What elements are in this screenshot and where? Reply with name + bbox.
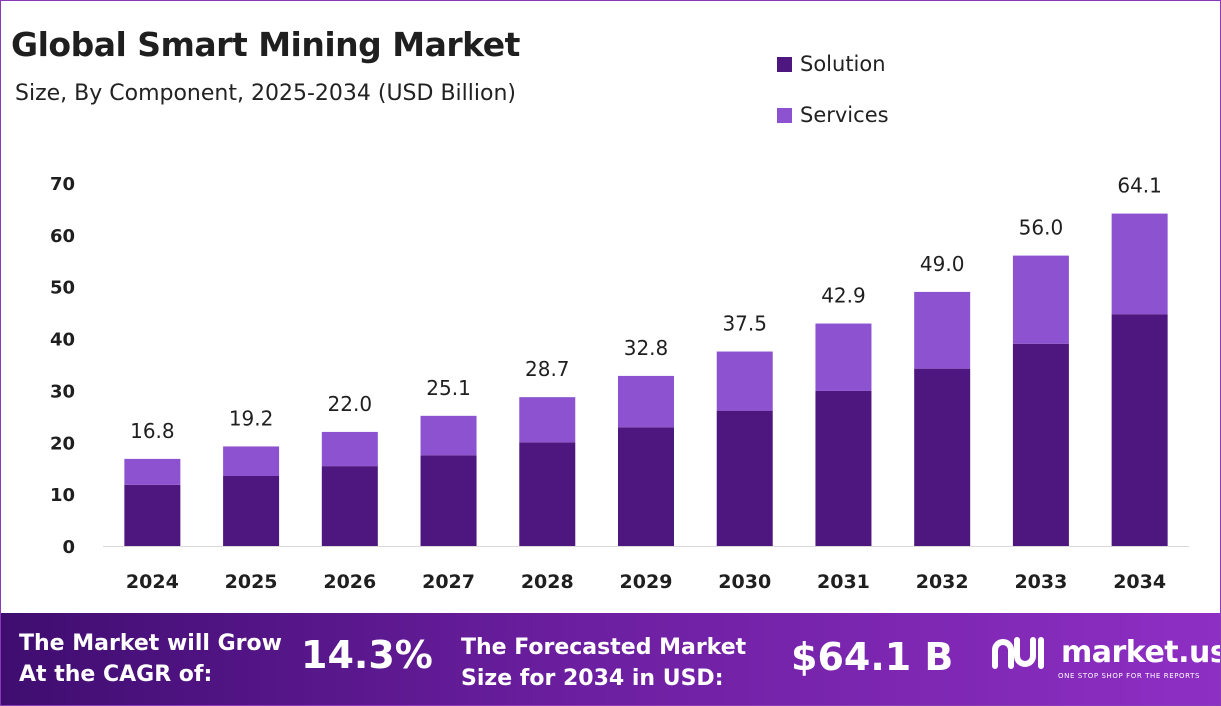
x-tick-label-2032: 2032	[916, 571, 969, 593]
data-label-total-2034: 64.1	[1117, 174, 1162, 198]
bar-services-2028	[519, 397, 576, 443]
bar-services-2029	[618, 375, 674, 428]
data-label-total-2031: 42.9	[821, 284, 866, 308]
data-label-total-2029: 32.8	[624, 336, 669, 360]
y-tick-label: 10	[50, 485, 75, 506]
data-label-total-2025: 19.2	[229, 406, 274, 430]
brand-logo: market.us	[991, 635, 1221, 670]
bar-services-2033	[1012, 255, 1069, 344]
x-tick-label-2033: 2033	[1014, 571, 1067, 593]
cagr-label: The Market will Grow At the CAGR of:	[19, 628, 282, 690]
x-tick-label-2027: 2027	[422, 571, 475, 593]
cagr-value: 14.3%	[301, 633, 433, 677]
cagr-label-line1: The Market will Grow	[19, 631, 282, 656]
y-tick-label: 0	[62, 537, 75, 558]
y-tick-label: 70	[50, 174, 75, 195]
data-label-total-2032: 49.0	[920, 252, 965, 276]
bar-solution-2029	[618, 427, 674, 546]
legend-swatch-solution	[777, 56, 792, 72]
cagr-label-line2: At the CAGR of:	[19, 662, 213, 687]
bar-solution-2028	[519, 442, 576, 546]
bar-solution-2024	[124, 484, 181, 546]
x-tick-label-2030: 2030	[718, 571, 771, 593]
data-label-total-2027: 25.1	[426, 376, 471, 400]
y-tick-label: 20	[50, 433, 75, 454]
y-tick-label: 30	[50, 381, 75, 402]
bar-solution-2027	[420, 455, 477, 546]
bar-services-2027	[420, 415, 477, 456]
bar-services-2031	[815, 323, 872, 391]
bar-chart: 01020304050607016.8202419.2202522.020262…	[50, 174, 1189, 593]
y-tick-label: 60	[50, 226, 75, 247]
legend-item-solution: Solution	[777, 49, 889, 79]
x-tick-label-2028: 2028	[521, 571, 574, 593]
x-tick-label-2034: 2034	[1113, 571, 1166, 593]
bar-services-2025	[223, 446, 280, 476]
forecast-label: The Forecasted Market Size for 2034 in U…	[461, 632, 746, 694]
legend-item-services: Services	[777, 100, 889, 130]
bar-solution-2034	[1111, 314, 1168, 546]
x-tick-label-2031: 2031	[817, 571, 870, 593]
bar-services-2030	[716, 351, 773, 411]
market-us-logo-icon	[992, 636, 1044, 669]
chart-title: Global Smart Mining Market	[11, 25, 520, 64]
bar-solution-2025	[223, 475, 280, 546]
data-label-total-2028: 28.7	[525, 357, 570, 381]
forecast-value: $64.1 B	[791, 635, 954, 679]
brand-name: market.us	[1061, 635, 1221, 670]
brand-tagline: ONE STOP SHOP FOR THE REPORTS	[1058, 672, 1201, 680]
data-label-total-2026: 22.0	[328, 392, 373, 416]
bar-services-2034	[1111, 213, 1168, 315]
x-tick-label-2024: 2024	[126, 571, 179, 593]
bar-solution-2033	[1012, 343, 1069, 546]
data-label-total-2024: 16.8	[130, 419, 175, 443]
y-tick-label: 40	[50, 330, 75, 351]
bar-solution-2031	[815, 390, 872, 546]
bar-solution-2032	[914, 368, 971, 546]
data-label-total-2033: 56.0	[1019, 216, 1064, 240]
forecast-label-line1: The Forecasted Market	[461, 635, 747, 660]
data-label-total-2030: 37.5	[722, 312, 767, 336]
bar-solution-2030	[716, 410, 773, 546]
forecast-label-line2: Size for 2034 in USD:	[461, 666, 724, 691]
footer-banner: The Market will Grow At the CAGR of: 14.…	[1, 613, 1221, 705]
legend-swatch-services	[777, 107, 792, 123]
legend-label-solution: Solution	[800, 52, 886, 76]
legend-label-services: Services	[800, 103, 889, 127]
x-tick-label-2025: 2025	[225, 571, 278, 593]
legend: Solution Services	[777, 49, 889, 151]
chart-subtitle: Size, By Component, 2025-2034 (USD Billi…	[15, 81, 516, 106]
bar-services-2026	[321, 431, 378, 467]
y-tick-label: 50	[50, 278, 75, 299]
bar-services-2032	[914, 291, 971, 369]
x-tick-label-2026: 2026	[323, 571, 376, 593]
bar-services-2024	[124, 458, 181, 485]
x-tick-label-2029: 2029	[620, 571, 673, 593]
bar-solution-2026	[321, 466, 378, 546]
